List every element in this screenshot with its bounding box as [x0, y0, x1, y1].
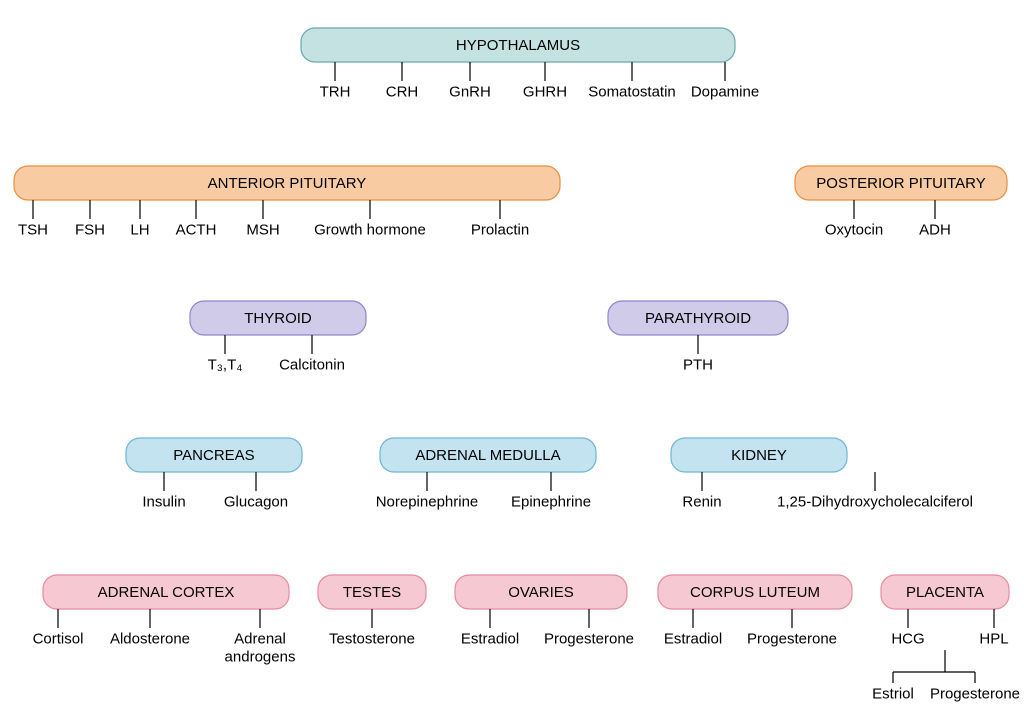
hormone-label: FSH	[75, 221, 105, 238]
gland-label-thyroid: THYROID	[244, 310, 312, 327]
hormone-label: PTH	[683, 356, 713, 373]
gland-label-adrenal-medulla: ADRENAL MEDULLA	[415, 447, 560, 464]
gland-label-pancreas: PANCREAS	[173, 447, 254, 464]
hormone-label: Aldosterone	[110, 630, 190, 647]
hormone-label: Estriol	[872, 685, 914, 702]
hormone-label: Adrenal	[234, 630, 286, 647]
gland-adrenal-medulla: ADRENAL MEDULLA Norepinephrine Epinephrine	[376, 438, 596, 510]
hormone-label: Epinephrine	[511, 493, 591, 510]
gland-adrenal-cortex: ADRENAL CORTEX Cortisol Aldosterone Adrenal…	[33, 575, 296, 665]
hormone-label: Cortisol	[33, 630, 84, 647]
hormone-label: Prolactin	[471, 221, 529, 238]
hormone-label: Norepinephrine	[376, 493, 479, 510]
gland-label-corpus-luteum: CORPUS LUTEUM	[690, 584, 820, 601]
hormone-label: Testosterone	[329, 630, 415, 647]
hormone-label: Renin	[682, 493, 721, 510]
gland-label-ovaries: OVARIES	[508, 584, 574, 601]
hormone-label: TSH	[18, 221, 48, 238]
hormone-label: Oxytocin	[825, 221, 883, 238]
hormone-label: Dopamine	[691, 83, 759, 100]
hormone-label: LH	[130, 221, 149, 238]
gland-label-kidney: KIDNEY	[731, 447, 787, 464]
hormone-label: Growth hormone	[314, 221, 426, 238]
hormone-label: Estradiol	[664, 630, 722, 647]
hormone-label: HPL	[979, 630, 1008, 647]
hormone-label: Estradiol	[461, 630, 519, 647]
hormone-label: Calcitonin	[279, 356, 345, 373]
gland-placenta: PLACENTA HCG HPL Estriol Progesterone	[872, 575, 1020, 702]
hormone-label: TRH	[320, 83, 351, 100]
endocrine-glands-diagram: HYPOTHALAMUS TRH CRH GnRH GHRH Somatostatin Do…	[0, 0, 1024, 717]
gland-label-hypothalamus: HYPOTHALAMUS	[456, 37, 580, 54]
gland-testes: TESTES Testosterone	[318, 575, 426, 647]
hormone-label: Glucagon	[224, 493, 288, 510]
hormone-label: Progesterone	[747, 630, 837, 647]
gland-hypothalamus: HYPOTHALAMUS TRH CRH GnRH GHRH Somatostatin Do…	[301, 28, 759, 100]
hormone-label: T₃,T₄	[208, 356, 243, 373]
hormone-label-line2: androgens	[225, 648, 296, 665]
hormone-label: ACTH	[176, 221, 217, 238]
gland-ovaries: OVARIES Estradiol Progesterone	[455, 575, 634, 647]
hormone-label: ADH	[919, 221, 951, 238]
gland-thyroid: THYROID T₃,T₄ Calcitonin	[190, 301, 366, 373]
hormone-label: MSH	[246, 221, 279, 238]
gland-label-posterior-pituitary: POSTERIOR PITUITARY	[816, 175, 985, 192]
hormone-label: Progesterone	[930, 685, 1020, 702]
hormone-label: Progesterone	[544, 630, 634, 647]
gland-label-anterior-pituitary: ANTERIOR PITUITARY	[208, 175, 367, 192]
hormone-label: Somatostatin	[588, 83, 676, 100]
hormone-label: HCG	[891, 630, 924, 647]
gland-label-adrenal-cortex: ADRENAL CORTEX	[98, 584, 235, 601]
hormone-label: GHRH	[523, 83, 567, 100]
gland-parathyroid: PARATHYROID PTH	[608, 301, 788, 373]
hormone-label: 1,25-Dihydroxycholecalciferol	[777, 493, 973, 510]
gland-anterior-pituitary: ANTERIOR PITUITARY TSH FSH LH ACTH MSH Growth …	[14, 166, 560, 238]
gland-label-testes: TESTES	[343, 584, 401, 601]
gland-corpus-luteum: CORPUS LUTEUM Estradiol Progesterone	[658, 575, 852, 647]
gland-label-placenta: PLACENTA	[906, 584, 984, 601]
gland-kidney: KIDNEY Renin 1,25-Dihydroxycholecalciferol	[671, 438, 973, 510]
gland-label-parathyroid: PARATHYROID	[645, 310, 751, 327]
hormone-label: GnRH	[449, 83, 491, 100]
gland-pancreas: PANCREAS Insulin Glucagon	[126, 438, 302, 510]
gland-posterior-pituitary: POSTERIOR PITUITARY Oxytocin ADH	[795, 166, 1007, 238]
hormone-label: Insulin	[142, 493, 185, 510]
hormone-label: CRH	[386, 83, 419, 100]
